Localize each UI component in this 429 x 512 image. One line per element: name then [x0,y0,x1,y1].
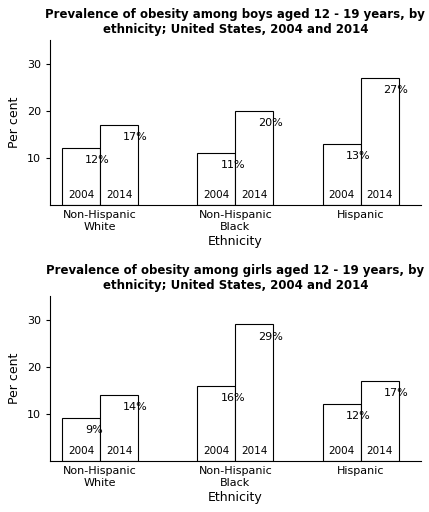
Bar [197,386,236,461]
Bar [62,418,100,461]
Text: 2014: 2014 [366,446,393,456]
Title: Prevalence of obesity among boys aged 12 - 19 years, by
ethnicity; United States: Prevalence of obesity among boys aged 12… [45,8,425,36]
Text: 16%: 16% [221,393,245,402]
Text: 2004: 2004 [203,446,230,456]
Text: 2004: 2004 [68,446,94,456]
Bar [360,381,399,461]
Text: 12%: 12% [345,412,370,421]
Y-axis label: Per cent: Per cent [8,97,21,148]
Text: 9%: 9% [85,425,103,436]
Bar [323,404,360,461]
Text: 2004: 2004 [329,446,355,456]
Bar [236,111,273,205]
Text: 17%: 17% [123,132,148,142]
Text: 2004: 2004 [329,190,355,200]
X-axis label: Ethnicity: Ethnicity [208,490,263,504]
Bar [360,78,399,205]
Text: 2004: 2004 [68,190,94,200]
Y-axis label: Per cent: Per cent [8,353,21,404]
Title: Prevalence of obesity among girls aged 12 - 19 years, by
ethnicity; United State: Prevalence of obesity among girls aged 1… [46,264,424,292]
Bar [197,153,236,205]
X-axis label: Ethnicity: Ethnicity [208,234,263,248]
Text: 11%: 11% [221,160,245,170]
Text: 13%: 13% [345,151,370,161]
Bar [100,125,138,205]
Text: 2014: 2014 [106,446,132,456]
Bar [100,395,138,461]
Text: 2014: 2014 [106,190,132,200]
Bar [323,144,360,205]
Text: 20%: 20% [258,118,283,128]
Text: 2014: 2014 [241,190,268,200]
Text: 2014: 2014 [241,446,268,456]
Text: 14%: 14% [123,402,148,412]
Text: 29%: 29% [258,331,283,342]
Text: 17%: 17% [384,388,408,398]
Text: 2004: 2004 [203,190,230,200]
Bar [62,148,100,205]
Text: 2014: 2014 [366,190,393,200]
Text: 27%: 27% [384,85,408,95]
Bar [236,325,273,461]
Text: 12%: 12% [85,156,110,165]
